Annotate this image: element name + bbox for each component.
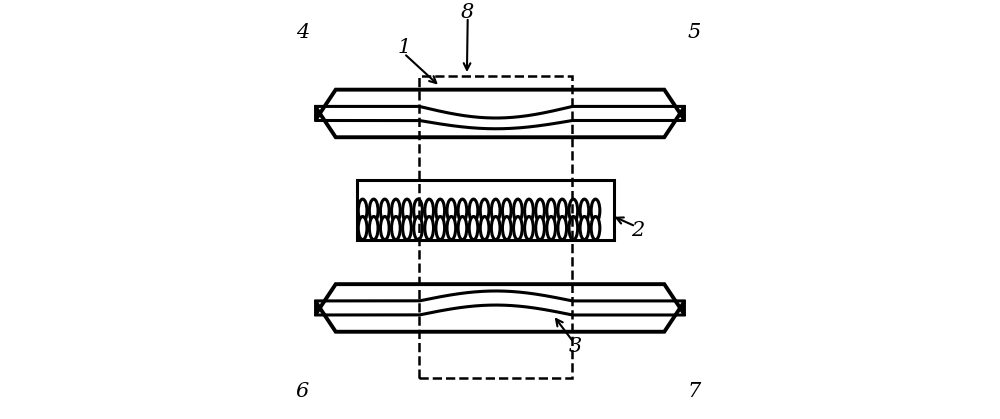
Ellipse shape (403, 217, 411, 240)
Ellipse shape (414, 217, 422, 240)
Ellipse shape (536, 199, 544, 222)
Ellipse shape (447, 217, 456, 240)
Ellipse shape (580, 199, 589, 222)
Ellipse shape (536, 217, 544, 240)
Ellipse shape (580, 217, 589, 240)
Ellipse shape (358, 199, 367, 222)
Ellipse shape (458, 217, 467, 240)
Text: 6: 6 (296, 383, 309, 401)
Text: 8: 8 (460, 3, 474, 22)
Ellipse shape (514, 217, 522, 240)
Ellipse shape (525, 199, 533, 222)
Ellipse shape (502, 199, 511, 222)
Ellipse shape (392, 217, 400, 240)
Text: 5: 5 (687, 23, 700, 42)
Ellipse shape (469, 217, 478, 240)
Ellipse shape (380, 199, 389, 222)
Ellipse shape (436, 217, 445, 240)
Text: 2: 2 (631, 221, 644, 240)
Ellipse shape (369, 217, 378, 240)
Text: 1: 1 (397, 38, 411, 57)
Ellipse shape (558, 199, 567, 222)
Ellipse shape (569, 199, 578, 222)
Ellipse shape (392, 199, 400, 222)
Ellipse shape (469, 199, 478, 222)
Ellipse shape (591, 217, 600, 240)
Ellipse shape (425, 199, 433, 222)
Ellipse shape (447, 199, 456, 222)
Ellipse shape (480, 199, 489, 222)
Ellipse shape (480, 217, 489, 240)
Ellipse shape (358, 217, 367, 240)
Ellipse shape (425, 217, 433, 240)
Ellipse shape (403, 199, 411, 222)
Ellipse shape (502, 217, 511, 240)
Text: 4: 4 (296, 23, 309, 42)
Ellipse shape (369, 199, 378, 222)
Ellipse shape (491, 199, 500, 222)
Ellipse shape (380, 217, 389, 240)
Ellipse shape (414, 199, 422, 222)
Ellipse shape (514, 199, 522, 222)
Ellipse shape (491, 217, 500, 240)
Ellipse shape (547, 217, 555, 240)
Ellipse shape (436, 199, 445, 222)
Ellipse shape (569, 217, 578, 240)
Text: 3: 3 (569, 337, 582, 356)
Ellipse shape (525, 217, 533, 240)
Text: 7: 7 (687, 383, 700, 401)
Bar (419, 76, 572, 378)
Ellipse shape (458, 199, 467, 222)
Ellipse shape (547, 199, 555, 222)
Ellipse shape (558, 217, 567, 240)
Ellipse shape (591, 199, 600, 222)
Bar (357, 180, 614, 240)
